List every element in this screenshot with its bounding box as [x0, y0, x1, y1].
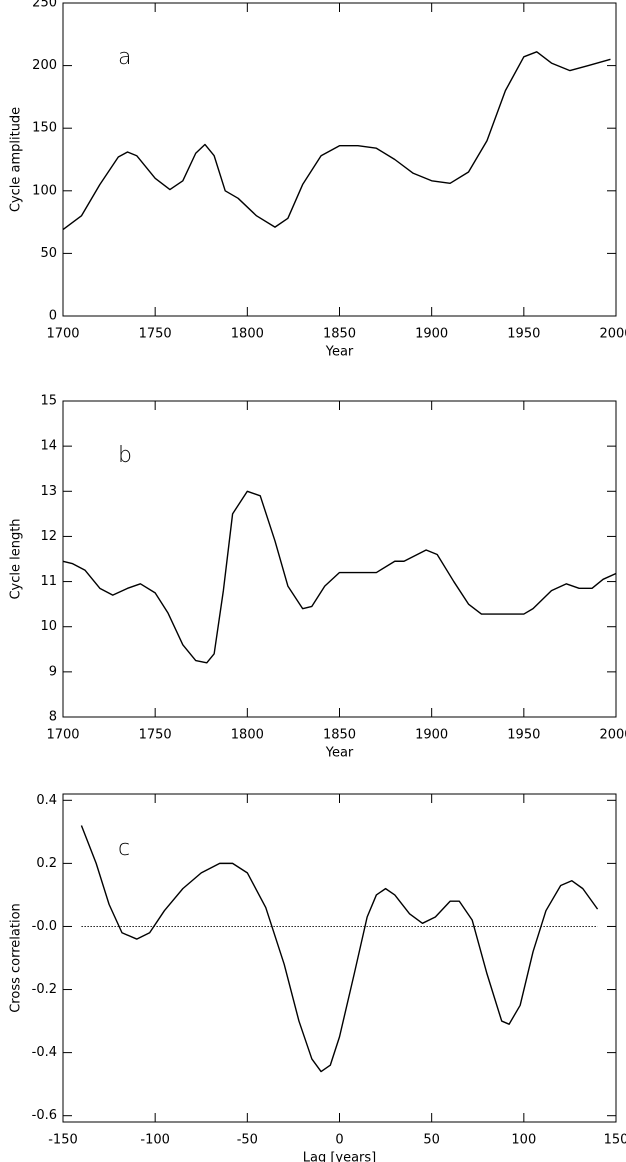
x-axis-label: Year — [325, 345, 354, 360]
x-tick-label: 1900 — [415, 327, 448, 342]
panel-label: a — [118, 45, 131, 70]
x-tick-label: 1900 — [415, 728, 448, 743]
y-tick-label: 8 — [49, 710, 57, 725]
x-tick-label: 1850 — [323, 728, 356, 743]
x-tick-label: 1800 — [231, 728, 264, 743]
plot-frame — [62, 793, 617, 1123]
x-tick-label: 150 — [604, 1133, 626, 1148]
y-tick-label: 100 — [32, 183, 57, 198]
x-tick-label: -50 — [237, 1133, 258, 1148]
panel-label: c — [118, 836, 130, 861]
y-tick-label: 15 — [40, 394, 57, 409]
y-tick-label: 200 — [32, 58, 57, 73]
y-tick-label: 13 — [40, 484, 57, 499]
y-axis-label: Cycle amplitude — [9, 107, 24, 212]
y-tick-label: 14 — [40, 439, 57, 454]
x-tick-label: 1700 — [46, 728, 79, 743]
plot-frame — [62, 2, 617, 317]
y-tick-label: 9 — [49, 664, 57, 679]
y-tick-label: 0.4 — [36, 793, 57, 808]
y-tick-label: -0.6 — [32, 1108, 57, 1123]
y-tick-label: 250 — [32, 0, 57, 11]
data-line — [62, 490, 617, 664]
y-tick-label: 50 — [40, 246, 57, 261]
panel-label: b — [118, 443, 132, 468]
x-tick-label: 1750 — [139, 728, 172, 743]
y-tick-label: -0.0 — [32, 919, 57, 934]
x-axis-label: Year — [325, 746, 354, 761]
y-tick-label: -0.2 — [32, 982, 57, 997]
data-line — [62, 51, 611, 231]
x-tick-label: 100 — [511, 1133, 536, 1148]
x-tick-label: 1700 — [46, 327, 79, 342]
x-tick-label: -100 — [140, 1133, 170, 1148]
y-tick-label: 0.2 — [36, 856, 57, 871]
y-axis-label: Cross correlation — [9, 903, 24, 1013]
x-axis-label: Lag [years] — [303, 1151, 377, 1162]
x-tick-label: 0 — [335, 1133, 343, 1148]
x-tick-label: 1750 — [139, 327, 172, 342]
y-tick-label: -0.4 — [32, 1045, 57, 1060]
y-tick-label: 150 — [32, 121, 57, 136]
y-tick-label: 0 — [49, 309, 57, 324]
x-tick-label: 1850 — [323, 327, 356, 342]
x-tick-label: 1800 — [231, 327, 264, 342]
x-tick-label: 50 — [423, 1133, 440, 1148]
y-axis-label: Cycle length — [9, 518, 24, 599]
x-tick-label: 1950 — [507, 327, 540, 342]
plot-frame — [62, 400, 617, 718]
y-tick-label: 11 — [40, 574, 57, 589]
x-tick-label: 1950 — [507, 728, 540, 743]
data-line — [80, 825, 599, 1073]
x-tick-label: -150 — [48, 1133, 78, 1148]
y-tick-label: 10 — [40, 619, 57, 634]
y-tick-label: 12 — [40, 529, 57, 544]
